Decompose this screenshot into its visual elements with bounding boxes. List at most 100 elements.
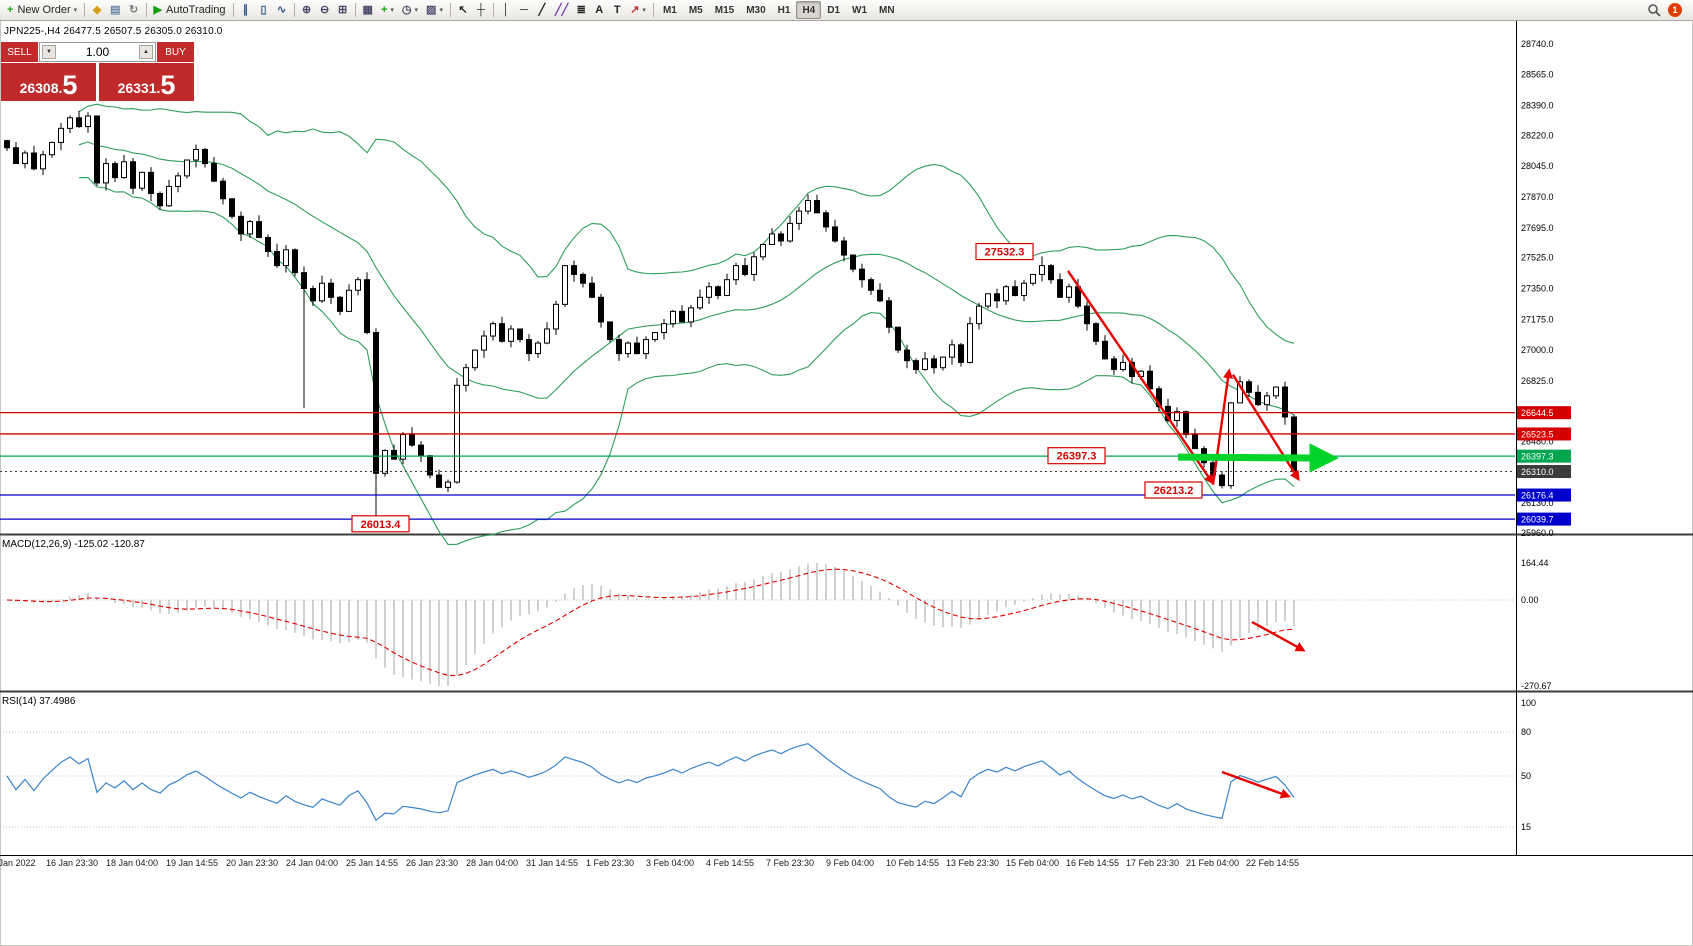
trend-arrows[interactable] bbox=[1067, 270, 1339, 799]
buy-price-pips: 5 bbox=[160, 70, 176, 101]
vertical-line-button[interactable]: │ bbox=[497, 1, 515, 19]
crosshair-button[interactable]: ┼ bbox=[472, 1, 490, 19]
line-chart-button[interactable]: ∿ bbox=[273, 1, 291, 19]
zoom-in-button[interactable]: ⊕ bbox=[298, 1, 316, 19]
print-icon: ▤ bbox=[110, 3, 121, 16]
horizontal-line-button[interactable]: ─ bbox=[515, 1, 533, 19]
auto-arrange-button[interactable]: ▦ bbox=[359, 1, 377, 19]
svg-text:26825.0: 26825.0 bbox=[1521, 376, 1554, 386]
panel-chrome bbox=[0, 21, 1693, 856]
svg-text:10 Feb 14:55: 10 Feb 14:55 bbox=[886, 858, 939, 868]
timeframe-h4-button[interactable]: H4 bbox=[796, 1, 822, 19]
svg-text:28 Jan 04:00: 28 Jan 04:00 bbox=[466, 858, 518, 868]
new-chart-button[interactable]: + ▾ bbox=[377, 1, 398, 19]
svg-text:22 Feb 14:55: 22 Feb 14:55 bbox=[1246, 858, 1299, 868]
svg-text:80: 80 bbox=[1521, 727, 1531, 737]
timeframe-w1-button[interactable]: W1 bbox=[852, 4, 868, 16]
volume-stepper[interactable]: ▼ 1.00 ▲ bbox=[39, 42, 156, 62]
svg-text:28740.0: 28740.0 bbox=[1521, 39, 1554, 49]
timeframe-h1-button[interactable]: H1 bbox=[777, 4, 791, 16]
period-selector-button[interactable]: ◷ ▾ bbox=[398, 1, 422, 19]
profile-badge[interactable]: 1 bbox=[1668, 3, 1682, 17]
svg-text:27695.0: 27695.0 bbox=[1521, 223, 1554, 233]
label-button[interactable]: T bbox=[608, 1, 626, 19]
sell-tab[interactable]: SELL bbox=[1, 42, 38, 62]
new-order-button[interactable]: + New Order ▾ bbox=[3, 1, 81, 19]
red-trend-arrow bbox=[1221, 770, 1291, 799]
arrows-icon: ↗ bbox=[630, 3, 640, 16]
timeframe-m5-button[interactable]: M5 bbox=[688, 4, 703, 16]
print-button[interactable]: ▤ bbox=[106, 1, 124, 19]
bar-chart-icon: ∥ bbox=[242, 3, 249, 16]
svg-text:26039.7: 26039.7 bbox=[1521, 515, 1554, 525]
arrows-button[interactable]: ↗ ▾ bbox=[626, 1, 650, 19]
svg-text:16 Jan 23:30: 16 Jan 23:30 bbox=[46, 858, 98, 868]
tile-windows-button[interactable]: ⊞ bbox=[334, 1, 352, 19]
volume-increase-button[interactable]: ▲ bbox=[139, 45, 153, 59]
candlestick-chart-button[interactable]: ▯ bbox=[255, 1, 273, 19]
bollinger-upper-band bbox=[78, 103, 1295, 344]
timeframe-bar: M1 M5 M15 M30 H1 H4 D1 W1 MN bbox=[657, 1, 901, 19]
zoom-out-button[interactable]: ⊖ bbox=[316, 1, 334, 19]
svg-text:1 Feb 23:30: 1 Feb 23:30 bbox=[586, 858, 634, 868]
dropdown-caret-icon: ▾ bbox=[439, 7, 443, 14]
cursor-button[interactable]: ↖ bbox=[454, 1, 472, 19]
refresh-button[interactable]: ↻ bbox=[125, 1, 143, 19]
volume-decrease-button[interactable]: ▼ bbox=[42, 45, 56, 59]
candlestick-chart-icon: ▯ bbox=[260, 3, 267, 16]
templates-button[interactable]: ▨ ▾ bbox=[422, 1, 447, 19]
text-button[interactable]: A bbox=[590, 1, 608, 19]
cursor-icon: ↖ bbox=[458, 3, 468, 16]
tile-windows-icon: ⊞ bbox=[337, 3, 348, 16]
trendline-button[interactable]: ╱ bbox=[533, 1, 551, 19]
toolbar-separator bbox=[354, 3, 356, 17]
timeframe-m1-button[interactable]: M1 bbox=[662, 4, 677, 16]
bollinger-lower-band bbox=[78, 177, 1295, 545]
svg-text:27175.0: 27175.0 bbox=[1521, 314, 1554, 324]
volume-value[interactable]: 1.00 bbox=[85, 45, 110, 59]
timeframe-m30-button[interactable]: M30 bbox=[746, 4, 766, 16]
chart-objects[interactable] bbox=[0, 412, 1515, 520]
red-trend-arrow bbox=[1211, 368, 1234, 485]
autotrading-button-label: AutoTrading bbox=[166, 4, 226, 16]
timeframe-m15-button[interactable]: M15 bbox=[714, 4, 735, 16]
red-trend-arrow bbox=[1251, 620, 1306, 652]
svg-text:27870.0: 27870.0 bbox=[1521, 192, 1554, 202]
fibonacci-button[interactable]: ≣ bbox=[572, 1, 590, 19]
fibonacci-icon: ≣ bbox=[576, 3, 586, 16]
crosshair-icon: ┼ bbox=[477, 3, 485, 16]
bar-chart-button[interactable]: ∥ bbox=[237, 1, 255, 19]
metaeditor-icon: ◆ bbox=[92, 3, 102, 16]
timeframe-mn-button[interactable]: MN bbox=[879, 4, 895, 16]
sell-price-pips: 5 bbox=[62, 70, 78, 101]
new-order-icon: + bbox=[7, 3, 14, 16]
autotrading-button[interactable]: ▶ AutoTrading bbox=[150, 1, 230, 19]
price-annotations[interactable]: 27532.3 26397.3 26213.2 26013.4 bbox=[351, 242, 1203, 533]
channel-icon: ╱╱ bbox=[554, 3, 569, 16]
svg-text:100: 100 bbox=[1521, 698, 1536, 708]
search-icon[interactable] bbox=[1647, 3, 1661, 17]
sell-button[interactable]: 26308. 5 bbox=[1, 63, 96, 101]
one-click-trading-panel: SELL ▼ 1.00 ▲ BUY 26308. 5 26331. 5 bbox=[1, 42, 194, 101]
buy-button[interactable]: 26331. 5 bbox=[99, 63, 194, 101]
svg-text:9 Feb 04:00: 9 Feb 04:00 bbox=[826, 858, 874, 868]
dropdown-caret-icon: ▾ bbox=[390, 7, 394, 14]
timeframe-d1-button[interactable]: D1 bbox=[827, 4, 841, 16]
bollinger-bands bbox=[78, 103, 1295, 545]
metaeditor-button[interactable]: ◆ bbox=[88, 1, 106, 19]
svg-text:13 Feb 23:30: 13 Feb 23:30 bbox=[946, 858, 999, 868]
svg-text:26644.5: 26644.5 bbox=[1521, 408, 1554, 418]
buy-price: 26331. bbox=[117, 80, 161, 96]
svg-text:18 Jan 04:00: 18 Jan 04:00 bbox=[106, 858, 158, 868]
svg-text:28565.0: 28565.0 bbox=[1521, 70, 1554, 80]
svg-text:4 Feb 14:55: 4 Feb 14:55 bbox=[706, 858, 754, 868]
auto-arrange-icon: ▦ bbox=[362, 3, 373, 16]
channel-button[interactable]: ╱╱ bbox=[551, 1, 572, 19]
buy-tab[interactable]: BUY bbox=[157, 42, 194, 62]
svg-text:3 Feb 04:00: 3 Feb 04:00 bbox=[646, 858, 694, 868]
svg-text:17 Feb 23:30: 17 Feb 23:30 bbox=[1126, 858, 1179, 868]
svg-text:50: 50 bbox=[1521, 771, 1531, 781]
dropdown-caret-icon: ▾ bbox=[642, 7, 646, 14]
trendline-icon: ╱ bbox=[538, 3, 546, 16]
